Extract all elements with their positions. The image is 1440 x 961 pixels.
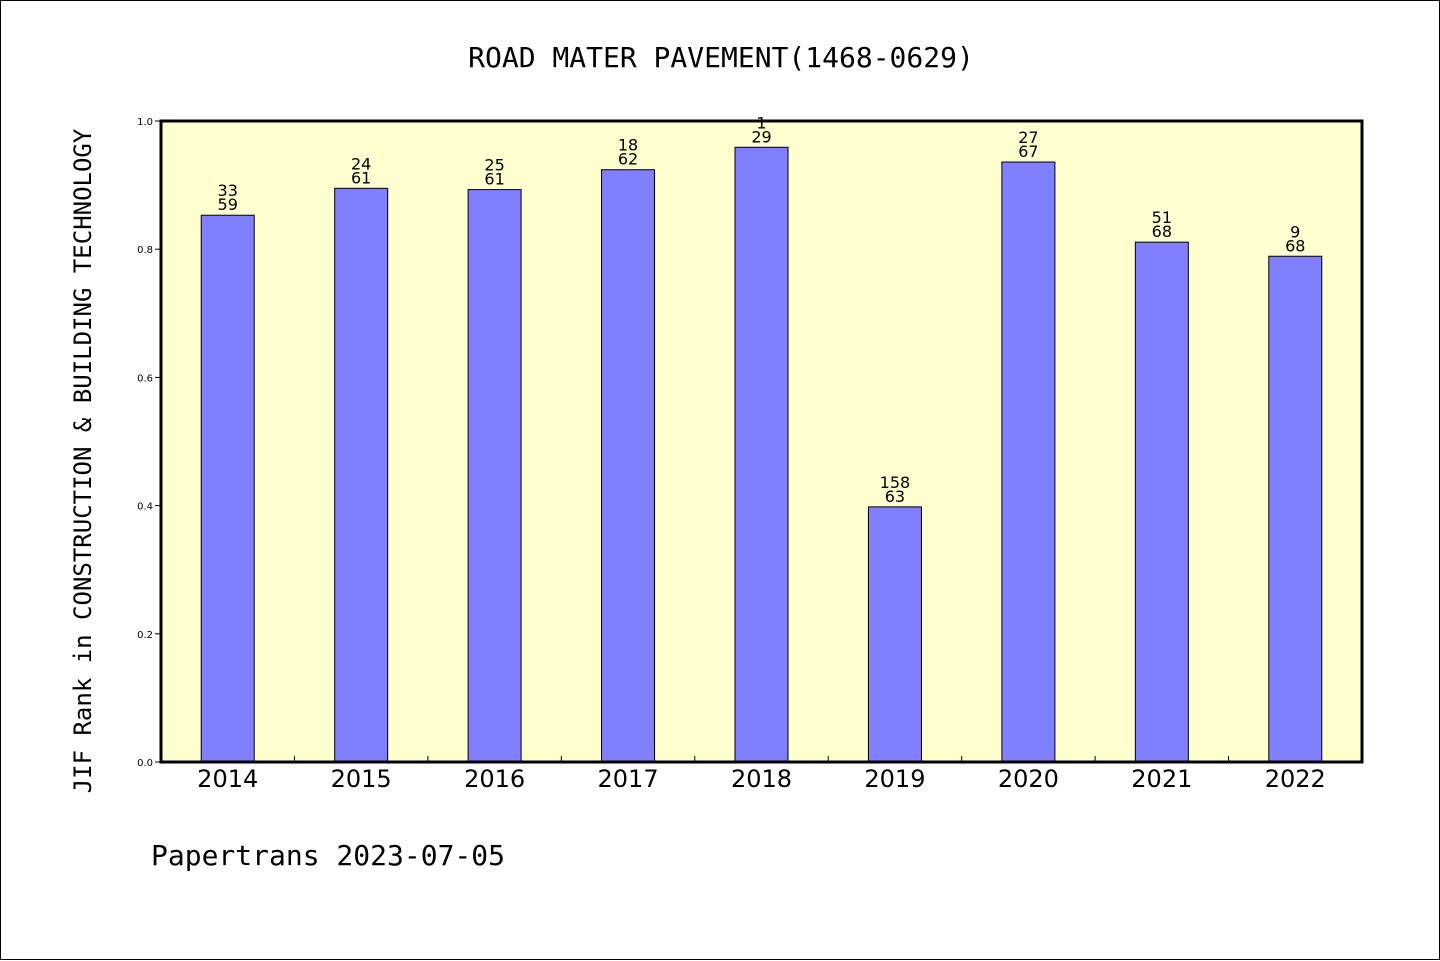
bar-2014	[200, 214, 255, 763]
bar-rank-label: 24	[351, 154, 371, 173]
y-tick-label: 0.2	[137, 630, 153, 641]
x-tick-label: 2016	[464, 765, 525, 793]
bar-2018	[734, 146, 789, 763]
x-tick-label: 2018	[731, 765, 792, 793]
y-tick-label: 0.8	[137, 245, 153, 256]
bar-rank-label: 9	[1290, 222, 1300, 241]
x-tick-label: 2022	[1265, 765, 1326, 793]
bar-rank-label: 27	[1018, 128, 1038, 147]
bar-total-label: 67	[1018, 142, 1038, 161]
x-tick-label: 2020	[998, 765, 1059, 793]
y-tick-label: 0.0	[137, 758, 153, 769]
bar-rank-label: 25	[484, 156, 504, 175]
bar-total-label: 63	[885, 487, 905, 506]
bar-total-label: 61	[351, 168, 371, 187]
bar-total-label: 68	[1285, 236, 1305, 255]
x-tick-label: 2017	[598, 765, 659, 793]
bar-rank-label: 1	[756, 113, 766, 132]
bar-total-label: 61	[484, 170, 504, 189]
bar-2022	[1268, 255, 1323, 763]
bar-2017	[601, 169, 656, 763]
y-tick-label: 0.4	[137, 502, 153, 513]
bar-2021	[1134, 241, 1189, 763]
y-tick-label: 0.6	[137, 373, 153, 384]
chart-title: ROAD MATER PAVEMENT(1468-0629)	[468, 41, 974, 74]
footer-text: Papertrans 2023-07-05	[151, 839, 505, 872]
bar-rank-label: 18	[618, 136, 638, 155]
bar-2015	[334, 187, 389, 763]
bar-rank-label: 51	[1152, 208, 1172, 227]
bar-total-label: 29	[751, 127, 771, 146]
bar-2020	[1001, 161, 1056, 763]
bar-total-label: 62	[618, 150, 638, 169]
bar-rank-label: 33	[218, 181, 238, 200]
bar-rank-label: 158	[880, 473, 911, 492]
y-tick-label: 1.0	[137, 117, 153, 128]
ticks-group: 0.0 0.2 0.4 0.6 0.8 1.0 2014 2015 2016 2017 2018 20…	[137, 117, 1326, 793]
x-tick-label: 2021	[1131, 765, 1192, 793]
y-axis-label: JIF Rank in CONSTRUCTION & BUILDING TECH…	[69, 128, 97, 793]
x-tick-label: 2014	[197, 765, 258, 793]
x-tick-label: 2019	[864, 765, 925, 793]
bar-2016	[467, 189, 522, 763]
bar-total-label: 68	[1152, 222, 1172, 241]
bar-total-label: 59	[218, 195, 238, 214]
bars-group	[200, 146, 1323, 763]
plot-frame	[159, 119, 1364, 764]
bar-2019	[867, 506, 922, 763]
x-tick-label: 2015	[331, 765, 392, 793]
